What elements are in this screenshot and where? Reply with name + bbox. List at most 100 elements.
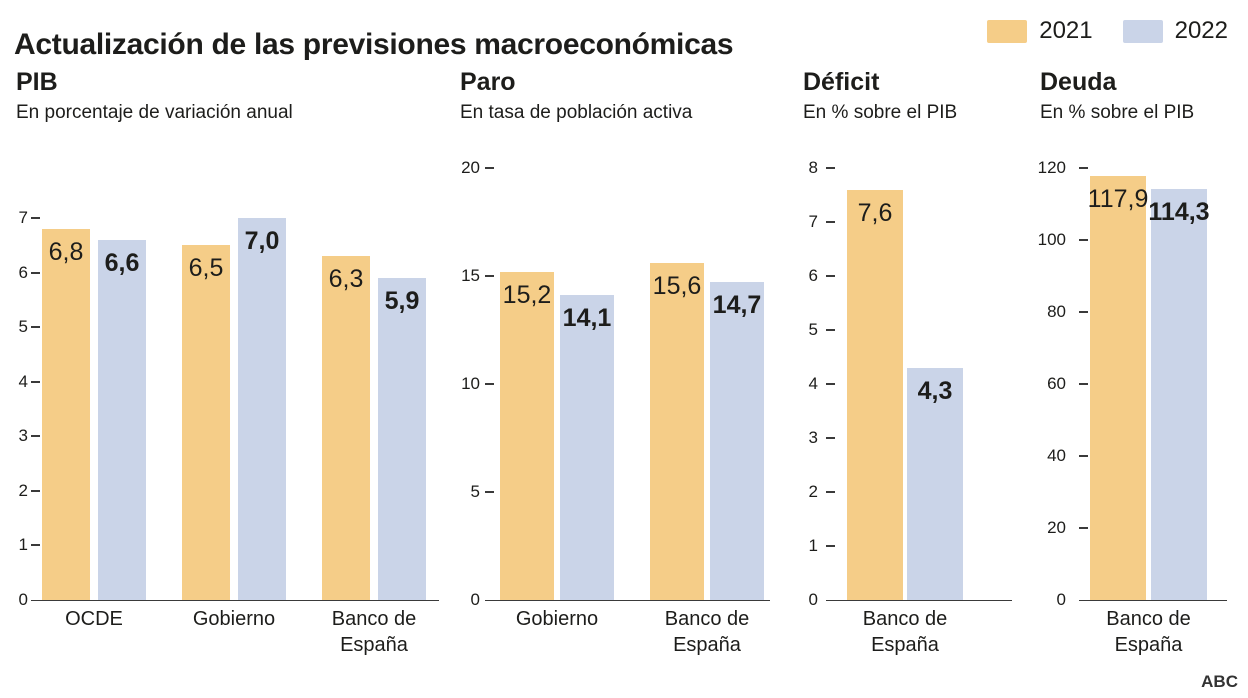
value-label: 4,3 bbox=[917, 376, 953, 405]
y-tick: 10 bbox=[452, 374, 494, 394]
axis-baseline bbox=[1079, 600, 1227, 601]
tick-label: 0 bbox=[1056, 590, 1066, 609]
tick-dash bbox=[1079, 239, 1088, 241]
tick-label: 20 bbox=[461, 158, 480, 177]
value-label: 6,5 bbox=[188, 254, 224, 283]
tick-label: 0 bbox=[808, 590, 818, 609]
tick-label: 5 bbox=[18, 317, 28, 337]
tick-dash bbox=[1079, 383, 1088, 385]
y-tick: 2 bbox=[795, 482, 835, 502]
y-tick: 4 bbox=[8, 372, 40, 392]
tick-label: 120 bbox=[1037, 158, 1066, 177]
tick-label: 60 bbox=[1047, 374, 1066, 393]
bar-2022: 4,3 bbox=[907, 367, 963, 600]
y-tick: 0 bbox=[8, 590, 40, 610]
legend-label: 2022 bbox=[1174, 17, 1228, 44]
bar-group: 15,6 14,7 Banco de España bbox=[650, 263, 764, 656]
tick-dash bbox=[1079, 455, 1088, 457]
bar-2021: 6,3 bbox=[322, 256, 370, 600]
tick-label: 3 bbox=[808, 428, 818, 447]
tick-dash bbox=[826, 545, 835, 547]
bars-area: 117,9 114,3 Banco de España bbox=[1088, 168, 1210, 656]
tick-dash bbox=[826, 329, 835, 331]
plot-area: 0 5 10 15 20 15,2 14,1 Gobierno 15,6 14,7 Banco de… bbox=[452, 158, 782, 656]
y-tick: 7 bbox=[795, 212, 835, 232]
value-label: 6,3 bbox=[328, 265, 364, 294]
tick-dash bbox=[31, 435, 40, 438]
page-title: Actualización de las previsiones macroec… bbox=[14, 28, 734, 62]
tick-dash bbox=[826, 221, 835, 223]
legend: 2021 2022 bbox=[987, 17, 1228, 45]
panel-title: Déficit bbox=[803, 68, 880, 96]
y-tick: 0 bbox=[452, 590, 494, 610]
tick-label: 6 bbox=[808, 266, 818, 285]
axis-baseline bbox=[31, 600, 439, 601]
x-axis-label: OCDE bbox=[65, 608, 123, 630]
value-label: 5,9 bbox=[384, 287, 420, 316]
y-tick: 5 bbox=[452, 482, 494, 502]
y-tick: 40 bbox=[1032, 446, 1088, 466]
bar-2021: 6,8 bbox=[42, 228, 90, 600]
tick-label: 100 bbox=[1037, 230, 1066, 249]
bar-2022: 6,6 bbox=[98, 239, 146, 600]
bar-2022: 14,7 bbox=[710, 282, 764, 600]
tick-label: 10 bbox=[461, 374, 480, 393]
y-tick: 0 bbox=[1032, 590, 1088, 610]
value-label: 6,6 bbox=[104, 248, 140, 277]
brand-logo: ABC bbox=[1201, 672, 1238, 691]
panel-subtitle: En tasa de población activa bbox=[460, 102, 693, 123]
tick-label: 0 bbox=[18, 590, 28, 609]
tick-dash bbox=[826, 167, 835, 169]
value-label: 7,6 bbox=[857, 198, 893, 227]
y-tick: 100 bbox=[1032, 230, 1088, 250]
tick-label: 4 bbox=[808, 374, 818, 393]
panel-title: Paro bbox=[460, 68, 516, 96]
chart-panel-paro: Paro En tasa de población activa 0 5 10 15 20 1… bbox=[452, 68, 782, 698]
value-label: 14,1 bbox=[562, 304, 612, 333]
plot-area: 0 1 2 3 4 5 6 7 6,8 6,6 OCDE 6,5 7,0 Gobierno 6,3 5,9 Ba… bbox=[8, 208, 443, 656]
tick-dash bbox=[485, 491, 494, 493]
bar-group: 6,8 6,6 OCDE bbox=[42, 228, 146, 630]
chart-panel-deficit: Déficit En % sobre el PIB 0 1 2 3 4 5 6 7 8 7,6 4,3 B… bbox=[795, 68, 1020, 698]
tick-dash bbox=[826, 275, 835, 277]
panel-title: Deuda bbox=[1040, 68, 1117, 96]
panel-subtitle: En porcentaje de variación anual bbox=[16, 102, 293, 123]
tick-label: 8 bbox=[808, 158, 818, 177]
tick-label: 4 bbox=[18, 371, 28, 391]
bar-group: 117,9 114,3 Banco de España bbox=[1088, 175, 1210, 656]
tick-dash bbox=[31, 271, 40, 274]
y-tick: 20 bbox=[452, 158, 494, 178]
bar-2022: 14,1 bbox=[560, 295, 614, 600]
bar-2022: 114,3 bbox=[1148, 188, 1210, 600]
x-axis-label: Gobierno bbox=[192, 608, 276, 630]
legend-item-2021: 2021 bbox=[987, 17, 1093, 45]
legend-swatch-2022 bbox=[1122, 19, 1163, 43]
bar-2021: 117,9 bbox=[1088, 175, 1148, 600]
tick-dash bbox=[31, 544, 40, 547]
y-tick: 3 bbox=[8, 426, 40, 446]
value-label: 15,2 bbox=[502, 280, 552, 309]
panel-subtitle: En % sobre el PIB bbox=[1040, 102, 1195, 123]
y-tick: 6 bbox=[8, 263, 40, 283]
chart-panel-deuda: Deuda En % sobre el PIB 0 20 40 60 80 100 120 117… bbox=[1032, 68, 1247, 698]
bars-area: 15,2 14,1 Gobierno 15,6 14,7 Banco de España bbox=[500, 168, 764, 656]
bar-group: 15,2 14,1 Gobierno bbox=[500, 271, 614, 630]
value-label: 15,6 bbox=[652, 272, 702, 301]
x-axis-label: Banco de España bbox=[862, 608, 948, 657]
y-tick: 120 bbox=[1032, 158, 1088, 178]
x-axis-label: Banco de España bbox=[1106, 608, 1191, 657]
tick-label: 20 bbox=[1047, 518, 1066, 537]
tick-dash bbox=[485, 383, 494, 385]
x-axis-label: Banco de España bbox=[331, 608, 417, 657]
y-tick: 2 bbox=[8, 481, 40, 501]
y-tick: 3 bbox=[795, 428, 835, 448]
tick-dash bbox=[1079, 527, 1088, 529]
legend-label: 2021 bbox=[1039, 17, 1093, 44]
y-tick: 15 bbox=[452, 266, 494, 286]
y-tick: 8 bbox=[795, 158, 835, 178]
tick-dash bbox=[31, 489, 40, 492]
value-label: 6,8 bbox=[48, 237, 84, 266]
axis-baseline bbox=[485, 600, 770, 601]
tick-dash bbox=[826, 437, 835, 439]
